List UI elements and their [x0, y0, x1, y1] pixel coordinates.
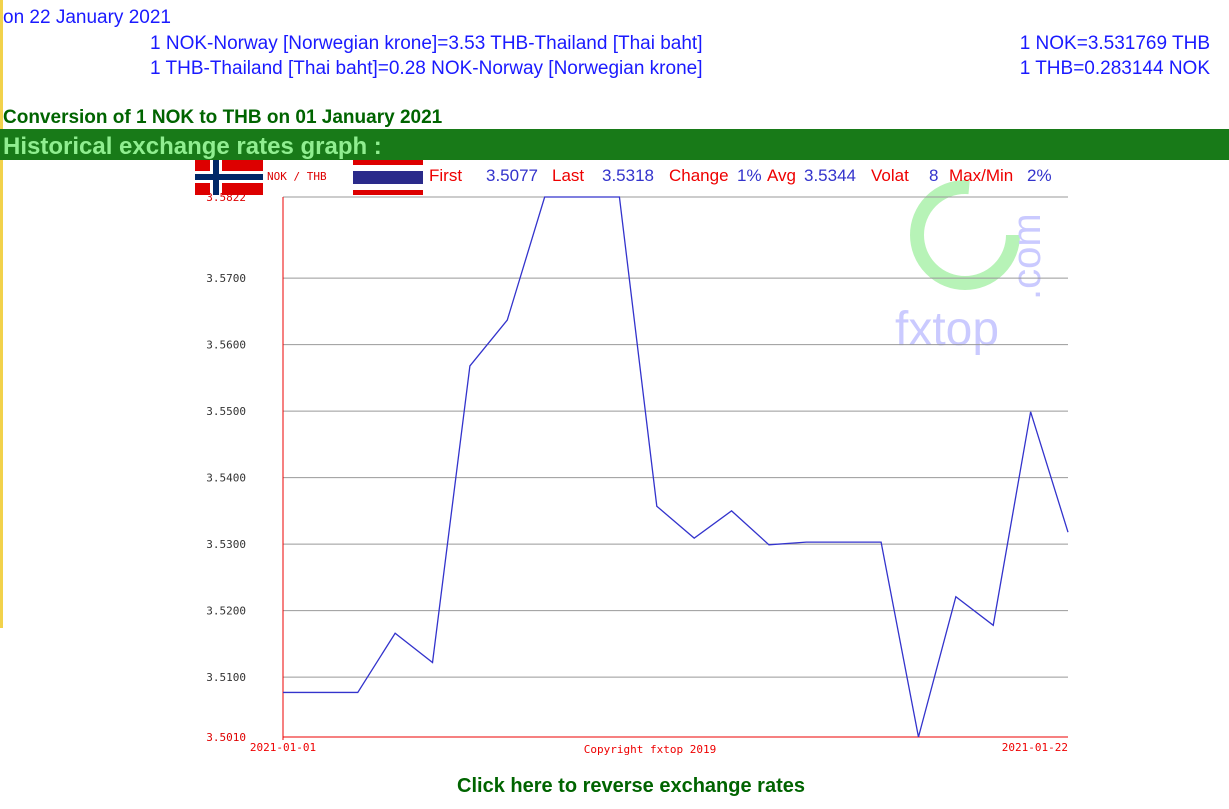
norway-flag [195, 160, 263, 195]
y-tick-label: 3.5300 [206, 538, 246, 551]
rate-text: 1 THB-Thailand [Thai baht]=0.28 NOK-Norw… [150, 58, 703, 79]
stat-label: Avg [767, 166, 796, 185]
y-tick-label: 3.5400 [206, 472, 246, 485]
stat-value: 3.5344 [804, 166, 856, 185]
y-tick-label: 3.5822 [206, 191, 246, 204]
stat-value: 8 [929, 166, 938, 185]
rate-line [283, 196, 1069, 738]
date-line: on 22 January 2021 [3, 7, 171, 28]
stat-label: Last [552, 166, 584, 185]
y-tick-label: 3.5100 [206, 671, 246, 684]
watermark-brand: fxtop [895, 303, 999, 356]
stat-value: 3.5318 [602, 166, 654, 185]
pair-label: NOK / THB [267, 170, 327, 183]
section-bar [0, 129, 1229, 160]
watermark-logo [910, 180, 1020, 290]
watermark-domain: .com [1005, 213, 1049, 300]
y-tick-label: 3.5200 [206, 605, 246, 618]
rate-text: 1 NOK-Norway [Norwegian krone]=3.53 THB-… [150, 33, 703, 54]
watermark: fxtop .com [895, 180, 1049, 356]
rate-exact: 1 NOK=3.531769 THB [1020, 33, 1210, 54]
copyright: Copyright fxtop 2019 [584, 743, 716, 756]
reverse-link[interactable]: Click here to reverse exchange rates [457, 775, 805, 797]
y-tick-label: 3.5600 [206, 339, 246, 352]
thai-flag [353, 160, 423, 195]
x-tick-label: 2021-01-01 [250, 741, 316, 754]
stat-label: First [429, 166, 462, 185]
y-tick-label: 3.5700 [206, 272, 246, 285]
stat-value: 3.5077 [486, 166, 538, 185]
stat-label: Volat [871, 166, 909, 185]
left-border [0, 0, 3, 628]
rate-exact: 1 THB=0.283144 NOK [1020, 58, 1211, 79]
y-tick-label: 3.5500 [206, 405, 246, 418]
stat-label: Max/Min [949, 166, 1013, 185]
stat-label: Change [669, 166, 729, 185]
conversion-title: Conversion of 1 NOK to THB on 01 January… [3, 107, 443, 128]
section-title: Historical exchange rates graph : [3, 133, 382, 160]
y-tick-label: 3.5010 [206, 731, 246, 744]
stat-value: 1% [737, 166, 762, 185]
x-tick-label: 2021-01-22 [1002, 741, 1068, 754]
stat-value: 2% [1027, 166, 1052, 185]
